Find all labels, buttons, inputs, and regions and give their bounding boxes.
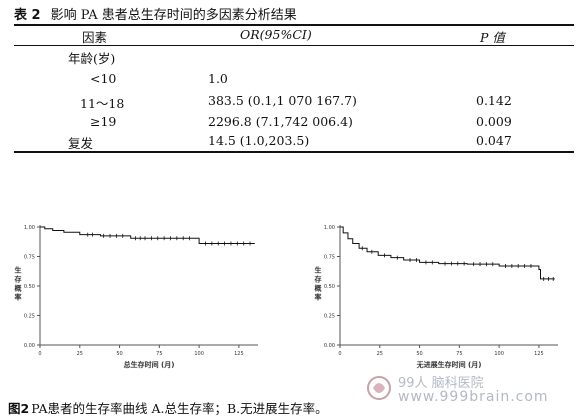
- y-tick-label: 0.50: [324, 284, 335, 290]
- row-factor: <10: [90, 71, 117, 86]
- row-or: 14.5 (1.0,203.5): [208, 133, 310, 148]
- figure-label: 图2: [8, 401, 30, 416]
- x-axis-label: 无进展生存时间 (月): [416, 360, 482, 369]
- table-bottom-rule: [14, 151, 574, 153]
- x-tick-label: 0: [338, 351, 341, 357]
- x-tick-label: 125: [534, 351, 544, 357]
- row-or: 2296.8 (7.1,742 006.4): [208, 114, 353, 129]
- row-p: 0.047: [476, 133, 512, 148]
- x-tick-label: 125: [234, 351, 244, 357]
- y-axis-label-char: 生: [315, 266, 322, 275]
- x-tick-label: 25: [77, 351, 83, 357]
- x-tick-label: 100: [194, 351, 204, 357]
- x-tick-label: 100: [494, 351, 504, 357]
- row-p: 0.009: [476, 114, 512, 129]
- y-axis-label-char: 率: [315, 293, 322, 302]
- row-factor: ≥19: [90, 114, 117, 129]
- y-axis-label-char: 生: [15, 266, 22, 275]
- row-p: 0.142: [476, 93, 512, 108]
- x-tick-label: 50: [116, 351, 122, 357]
- y-axis-label-char: 率: [15, 293, 22, 302]
- y-tick-label: 0.75: [24, 255, 35, 261]
- row-or: 383.5 (0.1,1 070 167.7): [208, 93, 357, 108]
- y-axis-label-char: 概: [15, 284, 22, 293]
- table-top-rule: [14, 24, 574, 26]
- row-factor: 年龄(岁): [68, 51, 116, 66]
- y-axis-label-char: 存: [15, 275, 22, 284]
- table-label: 表 2: [14, 8, 41, 23]
- header-or: OR(95%CI): [240, 27, 312, 42]
- chart-progression-free-survival: 0.00 0.25 0.50 0.75 1.00 0 25 50 75 100 125 无进展生存时间…: [306, 215, 576, 377]
- y-tick-label: 0.00: [324, 343, 335, 349]
- table-header-rule: [14, 45, 574, 46]
- brain-logo-icon: [367, 376, 391, 400]
- y-tick-label: 0.25: [324, 314, 335, 320]
- table-title: 表 2 影响 PA 患者总生存时间的多因素分析结果: [14, 4, 297, 23]
- x-tick-label: 0: [38, 351, 41, 357]
- header-p: P 值: [480, 30, 505, 45]
- row-factor: 11～18: [80, 96, 125, 111]
- x-tick-label: 75: [156, 351, 162, 357]
- table-title-text: 影响 PA 患者总生存时间的多因素分析结果: [50, 8, 297, 23]
- y-tick-label: 0.50: [24, 284, 35, 290]
- figure-caption-text: PA患者的生存率曲线 A.总生存率；B.无进展生存率。: [31, 401, 328, 416]
- y-axis-label-char: 概: [315, 284, 322, 293]
- header-factor: 因素: [82, 30, 108, 45]
- y-tick-label: 0.00: [24, 343, 35, 349]
- x-tick-label: 25: [377, 351, 383, 357]
- survival-curve: [40, 226, 255, 245]
- chart-overall-survival: 0.00 0.25 0.50 0.75 1.00 0 25 50 75 100 125 总生存时间 (…: [6, 215, 276, 377]
- y-axis-label-char: 存: [315, 275, 322, 284]
- y-tick-label: 1.00: [324, 225, 335, 231]
- x-axis-label: 总生存时间 (月): [124, 360, 175, 369]
- row-or: 1.0: [208, 71, 228, 86]
- row-factor: 复发: [68, 136, 94, 151]
- km-plot-b: 0.00 0.25 0.50 0.75 1.00 0 25 50 75 100 125 无进展生存时间…: [315, 225, 558, 369]
- y-tick-label: 0.75: [324, 255, 335, 261]
- figure-caption: 图2 PA患者的生存率曲线 A.总生存率；B.无进展生存率。: [8, 398, 328, 417]
- x-tick-label: 75: [456, 351, 462, 357]
- km-plot-a: 0.00 0.25 0.50 0.75 1.00 0 25 50 75 100 125 总生存时间 (…: [15, 225, 258, 369]
- watermark-url: www.999brain.com: [398, 389, 549, 405]
- x-tick-label: 50: [416, 351, 422, 357]
- y-tick-label: 1.00: [24, 225, 35, 231]
- y-tick-label: 0.25: [24, 314, 35, 320]
- watermark-text: 99人 脑科医院: [398, 376, 484, 391]
